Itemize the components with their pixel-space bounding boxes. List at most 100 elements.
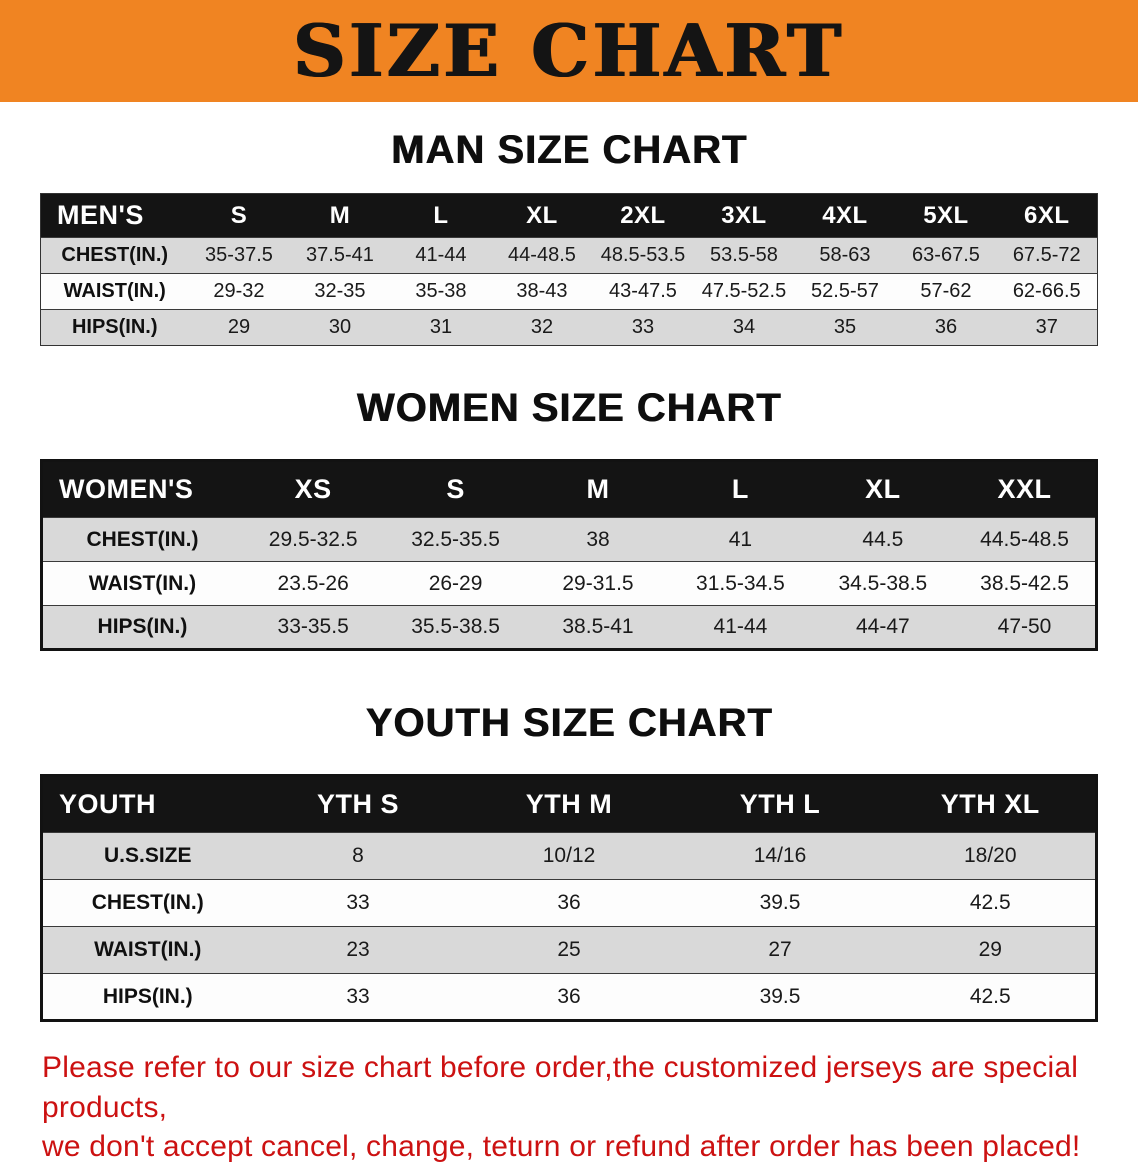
- size-value: 37: [1035, 316, 1058, 338]
- size-value: 41-44: [415, 244, 467, 266]
- size-value: 14/16: [753, 844, 807, 867]
- size-value: 63-67.5: [912, 244, 980, 266]
- youth-heading: YOUTH SIZE CHART: [365, 701, 773, 745]
- size-value: 41: [728, 527, 753, 551]
- size-value: 38-43: [516, 280, 568, 302]
- size-value: 44-48.5: [508, 244, 576, 266]
- women-size-section: WOMEN SIZE CHART WOMEN'S XS S M L XL XXL CHEST(I…: [40, 386, 1098, 651]
- table-row: CHEST(IN.) 29.5-32.5 32.5-35.5 38 41 44.5 44.5…: [41, 517, 1097, 562]
- size-value: 36: [934, 316, 958, 338]
- size-header: XL: [811, 460, 955, 518]
- size-value: 62-66.5: [1012, 280, 1081, 302]
- size-value: 36: [557, 891, 581, 914]
- header-row: YOUTH YTH S YTH M YTH L YTH XL: [41, 775, 1097, 833]
- size-value: 35-37.5: [205, 244, 273, 266]
- table-row: HIPS(IN.) 33-35.5 35.5-38.5 38.5-41 41-44 44-…: [41, 605, 1097, 650]
- disclaimer-line-2: we don't accept cancel, change, teturn o…: [42, 1130, 1081, 1164]
- size-header: XL: [491, 193, 593, 238]
- size-value: 58-63: [819, 244, 871, 266]
- size-header: M: [289, 193, 391, 238]
- size-header: 4XL: [794, 193, 896, 238]
- size-value: 31: [429, 316, 453, 338]
- size-header: YTH L: [674, 775, 886, 833]
- size-value: 36: [557, 984, 581, 1008]
- size-value: 23: [346, 938, 370, 961]
- row-label: CHEST(IN.): [86, 527, 199, 551]
- size-value: 44-47: [855, 615, 910, 638]
- size-value: 35.5-38.5: [411, 615, 500, 638]
- size-header: 2XL: [592, 193, 694, 238]
- women-table-title: WOMEN'S: [41, 460, 242, 518]
- size-header: L: [669, 460, 812, 518]
- row-label: CHEST(IN.): [61, 244, 169, 266]
- size-header: 3XL: [693, 193, 795, 238]
- size-value: 57-62: [920, 280, 972, 302]
- youth-size-table: YOUTH YTH S YTH M YTH L YTH XL U.S.SIZE 8 10/12…: [40, 774, 1098, 1022]
- size-value: 33: [346, 891, 370, 914]
- size-value: 29-32: [213, 280, 265, 302]
- size-value: 38.5-42.5: [980, 571, 1069, 595]
- size-header: YTH S: [252, 775, 464, 833]
- size-value: 37.5-41: [306, 244, 374, 266]
- size-value: 53.5-58: [710, 244, 778, 266]
- size-value: 34: [732, 316, 756, 338]
- disclaimer-line-1: Please refer to our size chart before or…: [42, 1051, 1079, 1124]
- size-value: 32-35: [314, 280, 366, 302]
- size-value: 26-29: [428, 571, 483, 595]
- row-label: WAIST(IN.): [88, 571, 197, 595]
- size-value: 42.5: [969, 891, 1011, 914]
- size-header: M: [526, 460, 670, 518]
- size-value: 29.5-32.5: [268, 527, 358, 551]
- men-size-table: MEN'S S M L XL 2XL 3XL 4XL 5XL 6XL CHEST(IN.) 35-37…: [40, 193, 1098, 346]
- size-value: 38: [586, 527, 610, 551]
- size-value: 41-44: [713, 615, 768, 638]
- size-value: 29: [978, 938, 1002, 961]
- size-value: 25: [557, 938, 581, 961]
- size-value: 35-38: [415, 280, 467, 302]
- size-value: 10/12: [542, 844, 596, 867]
- size-value: 18/20: [963, 844, 1017, 867]
- row-label: HIPS(IN.): [97, 615, 188, 638]
- size-value: 8: [352, 844, 364, 867]
- size-value: 33: [631, 316, 655, 338]
- table-row: CHEST(IN.) 33 36 39.5 42.5: [41, 879, 1097, 927]
- size-header: YTH XL: [885, 775, 1097, 833]
- size-header: 6XL: [996, 193, 1098, 238]
- size-header: XS: [241, 460, 385, 518]
- size-value: 32.5-35.5: [411, 527, 500, 551]
- size-value: 52.5-57: [811, 280, 879, 302]
- size-value: 44.5-48.5: [980, 527, 1069, 551]
- size-value: 27: [768, 938, 792, 961]
- banner: SIZE CHART: [0, 0, 1138, 102]
- size-value: 42.5: [969, 984, 1011, 1008]
- row-label: WAIST(IN.): [63, 280, 166, 302]
- size-value: 43-47.5: [609, 280, 677, 302]
- row-label: CHEST(IN.): [91, 891, 204, 914]
- size-header: 5XL: [895, 193, 997, 238]
- table-row: HIPS(IN.) 33 36 39.5 42.5: [41, 973, 1097, 1021]
- size-value: 33-35.5: [277, 615, 349, 638]
- men-table-title: MEN'S: [40, 193, 189, 238]
- table-row: WAIST(IN.) 23.5-26 26-29 29-31.5 31.5-34.5 34…: [41, 561, 1097, 606]
- header-row: MEN'S S M L XL 2XL 3XL 4XL 5XL 6XL: [40, 193, 1098, 238]
- sections-container: MAN SIZE CHART MEN'S S M L XL 2XL 3XL 4XL 5XL 6XL C…: [40, 128, 1098, 1022]
- size-header: S: [384, 460, 527, 518]
- row-label: WAIST(IN.): [94, 938, 202, 961]
- women-size-table: WOMEN'S XS S M L XL XXL CHEST(IN.) 29.5-32.5 32.5…: [40, 459, 1098, 651]
- size-header: YTH M: [463, 775, 675, 833]
- row-label: U.S.SIZE: [103, 844, 192, 867]
- disclaimer-text: Please refer to our size chart before or…: [40, 1048, 1098, 1167]
- size-value: 67.5-72: [1012, 244, 1081, 266]
- size-value: 48.5-53.5: [600, 244, 686, 266]
- size-value: 32: [530, 316, 554, 338]
- size-value: 38.5-41: [562, 615, 634, 638]
- row-label: HIPS(IN.): [71, 316, 158, 338]
- table-row: WAIST(IN.) 23 25 27 29: [41, 926, 1097, 974]
- size-header: L: [390, 193, 492, 238]
- table-row: U.S.SIZE 8 10/12 14/16 18/20: [41, 832, 1097, 880]
- table-row: HIPS(IN.) 29 30 31 32 33 34 35 36 37: [40, 309, 1098, 346]
- size-value: 31.5-34.5: [696, 571, 785, 595]
- youth-table-title: YOUTH: [41, 775, 253, 833]
- header-row: WOMEN'S XS S M L XL XXL: [41, 460, 1097, 518]
- table-row: CHEST(IN.) 35-37.5 37.5-41 41-44 44-48.5 48.5…: [40, 237, 1098, 274]
